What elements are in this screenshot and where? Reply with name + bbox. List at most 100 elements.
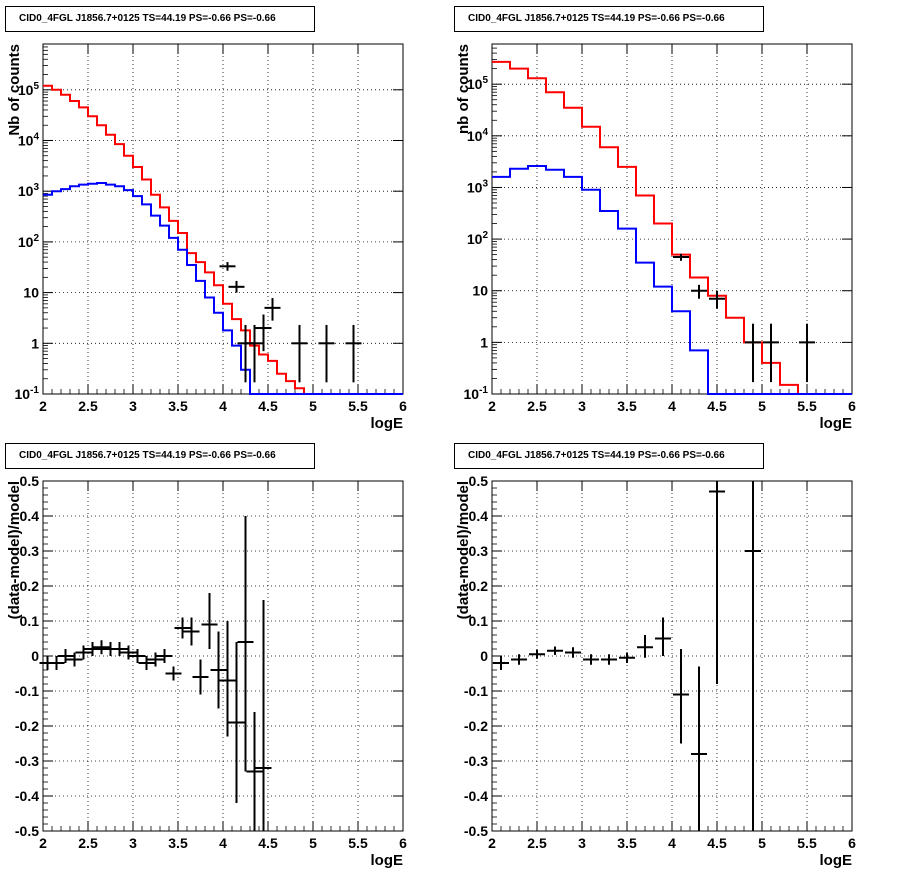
x-tick-label: 2	[39, 398, 47, 414]
chart-title-p2: CID0_4FGL J1856.7+0125 TS=44.19 PS=-0.66…	[468, 13, 725, 24]
y-tick-label: 10-1	[15, 385, 40, 402]
x-tick-label: 2	[488, 835, 496, 851]
y-tick-label: 0.2	[20, 578, 40, 594]
series-step-0	[43, 84, 403, 395]
y-tick-label: -0.4	[464, 788, 488, 804]
x-tick-label: 4.5	[707, 398, 727, 414]
x-axis-label: logE	[371, 415, 404, 432]
x-tick-label: 3	[129, 835, 137, 851]
y-axis-label: (data-model)/model	[455, 481, 472, 619]
y-tick-label: -0.3	[464, 753, 488, 769]
x-tick-label: 2.5	[527, 398, 547, 414]
x-tick-label: 3	[578, 398, 586, 414]
y-tick-label: -0.2	[464, 718, 488, 734]
title-box-p4: CID0_4FGL J1856.7+0125 TS=44.19 PS=-0.66…	[454, 443, 764, 469]
chart-title-p1: CID0_4FGL J1856.7+0125 TS=44.19 PS=-0.66…	[19, 13, 276, 24]
y-tick-label: 0.1	[469, 613, 489, 629]
x-tick-label: 5.5	[348, 398, 368, 414]
chart-panel-counts-left: 2 2.5 3 3.5 4 4.5 5 5.5 6 logE 10-1 1 10 102 103 104 105…	[0, 0, 449, 437]
y-axis-label: (data-model)/model	[6, 481, 23, 619]
series-errorbars-2	[219, 262, 362, 383]
x-tick-label: 3.5	[168, 835, 188, 851]
x-tick-label: 5.5	[797, 835, 817, 851]
y-axis-label: Nb of counts	[6, 44, 23, 136]
x-tick-label: 3	[129, 398, 137, 414]
y-tick-label: 1	[31, 335, 39, 351]
y-tick-label: 0.4	[20, 508, 40, 524]
y-tick-label: 0.1	[20, 613, 40, 629]
y-tick-label: 102	[18, 233, 40, 250]
y-tick-label: 103	[18, 182, 40, 199]
title-box-p1: CID0_4FGL J1856.7+0125 TS=44.19 PS=-0.66…	[5, 6, 315, 32]
title-box-p3: CID0_4FGL J1856.7+0125 TS=44.19 PS=-0.66…	[5, 443, 315, 469]
y-tick-label: 0.4	[469, 508, 489, 524]
chart-title-p3: CID0_4FGL J1856.7+0125 TS=44.19 PS=-0.66…	[19, 450, 276, 461]
y-axis-label: nb of counts	[455, 44, 472, 134]
x-tick-label: 2.5	[527, 835, 547, 851]
x-axis-label: logE	[820, 415, 853, 432]
x-tick-label: 6	[848, 835, 856, 851]
y-tick-label: 0	[480, 648, 488, 664]
chart-panel-residual-left: 2 2.5 3 3.5 4 4.5 5 5.5 6 logE -0.5 -0.4 -0.3 -0.2 -0.…	[0, 437, 449, 874]
series-errorbars-0	[493, 481, 761, 831]
y-tick-label: -0.2	[15, 718, 39, 734]
x-tick-label: 3	[578, 835, 586, 851]
x-tick-label: 4.5	[258, 398, 278, 414]
x-tick-label: 5	[309, 398, 317, 414]
x-tick-label: 2.5	[78, 835, 98, 851]
y-tick-label: 102	[467, 230, 489, 247]
y-tick-label: 10	[23, 285, 39, 301]
y-tick-label: -0.1	[464, 683, 488, 699]
y-tick-label: 0.5	[20, 473, 40, 489]
y-tick-label: 10	[472, 283, 488, 299]
x-tick-label: 5	[758, 398, 766, 414]
y-tick-label: 1	[480, 334, 488, 350]
x-tick-label: 5	[758, 835, 766, 851]
y-tick-label: 0.3	[469, 543, 489, 559]
y-tick-label: -0.5	[464, 823, 488, 839]
y-tick-label: 103	[467, 178, 489, 195]
x-tick-label: 4	[219, 835, 227, 851]
y-tick-label: 0.2	[469, 578, 489, 594]
x-tick-label: 3.5	[168, 398, 188, 414]
y-tick-label: -0.5	[15, 823, 39, 839]
chart-panel-counts-right: 2 2.5 3 3.5 4 4.5 5 5.5 6 logE 10-1 1 10 102 103 104 105…	[449, 0, 898, 437]
x-tick-label: 4	[219, 398, 227, 414]
series-step-1	[43, 182, 403, 395]
series-step-0	[492, 60, 852, 395]
y-tick-label: 104	[467, 127, 489, 144]
series-errorbars-0	[39, 516, 272, 831]
x-tick-label: 6	[399, 398, 407, 414]
x-axis-label: logE	[820, 852, 853, 869]
x-axis-label: logE	[371, 852, 404, 869]
series-step-1	[492, 165, 852, 395]
y-tick-label: 0	[31, 648, 39, 664]
y-tick-label: 0.5	[469, 473, 489, 489]
x-tick-label: 2.5	[78, 398, 98, 414]
series-errorbars-2	[673, 253, 815, 383]
x-tick-label: 2	[39, 835, 47, 851]
title-box-p2: CID0_4FGL J1856.7+0125 TS=44.19 PS=-0.66…	[454, 6, 764, 32]
y-tick-label: -0.4	[15, 788, 39, 804]
y-tick-label: 104	[18, 131, 40, 148]
x-tick-label: 4	[668, 835, 676, 851]
y-tick-label: 105	[18, 81, 40, 98]
x-tick-label: 3.5	[617, 398, 637, 414]
chart-title-p4: CID0_4FGL J1856.7+0125 TS=44.19 PS=-0.66…	[468, 450, 725, 461]
x-tick-label: 3.5	[617, 835, 637, 851]
y-tick-label: -0.1	[15, 683, 39, 699]
y-tick-label: 0.3	[20, 543, 40, 559]
x-tick-label: 4	[668, 398, 676, 414]
chart-panel-residual-right: 2 2.5 3 3.5 4 4.5 5 5.5 6 logE -0.5 -0.4 -0.3 -0.2 -0.…	[449, 437, 898, 874]
x-tick-label: 6	[399, 835, 407, 851]
x-tick-label: 5.5	[348, 835, 368, 851]
y-tick-label: 10-1	[464, 385, 489, 402]
y-tick-label: -0.3	[15, 753, 39, 769]
x-tick-label: 6	[848, 398, 856, 414]
x-tick-label: 5.5	[797, 398, 817, 414]
x-tick-label: 5	[309, 835, 317, 851]
